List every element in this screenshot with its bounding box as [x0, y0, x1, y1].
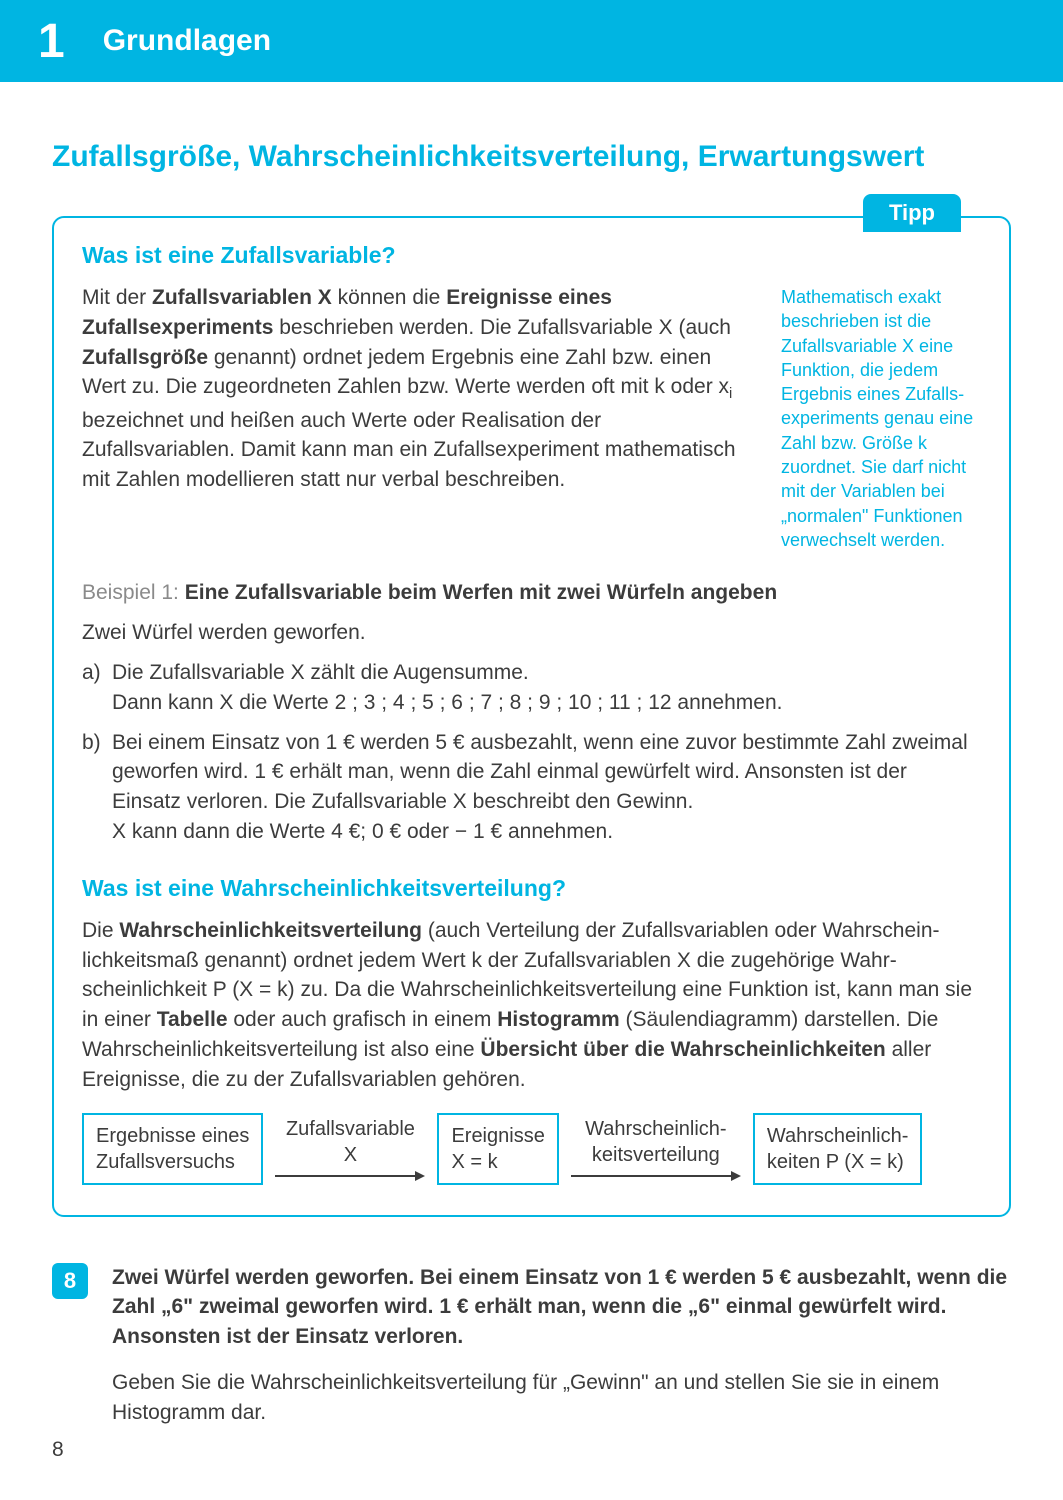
flow-box-1: Ergebnisse eines Zufallsversuchs [82, 1113, 263, 1185]
arrow-icon [275, 1170, 425, 1182]
beispiel-label: Beispiel 1: [82, 581, 185, 604]
arrow-icon [571, 1170, 741, 1182]
content-box: Tipp Was ist eine Zufallsvariable? Mit d… [52, 216, 1011, 1217]
example-b: b) Bei einem Einsatz von 1 € werden 5 € … [82, 728, 981, 847]
flow-label-1: Zufallsvariable X [280, 1116, 420, 1168]
q1-body: Mit der Zufallsvariablen X können die Er… [82, 283, 759, 552]
exercise-number: 8 [52, 1263, 88, 1299]
exercise-body: Zwei Würfel werden geworfen. Bei einem E… [112, 1263, 1011, 1428]
flow-step-1: Zufallsvariable X [275, 1116, 425, 1182]
chapter-number: 1 [38, 14, 65, 69]
header-bar: 1 Grundlagen [0, 0, 1063, 82]
marker-a: a) [82, 658, 104, 718]
flow-box-2: Ereignisse X = k [437, 1113, 558, 1185]
flow-diagram: Ergebnisse eines Zufallsversuchs Zufalls… [82, 1113, 981, 1185]
flow-label-2: Wahrscheinlich- keitsverteilung [571, 1116, 741, 1168]
question-1-heading: Was ist eine Zufallsvariable? [82, 242, 981, 269]
page-body: Zufallsgröße, Wahrscheinlichkeitsverteil… [0, 82, 1063, 1428]
flow-box-3: Wahrscheinlich- keiten P (X = k) [753, 1113, 923, 1185]
exercise-statement: Zwei Würfel werden geworfen. Bei einem E… [112, 1263, 1011, 1352]
tipp-side-note: Mathematisch exakt beschrieben ist die Z… [781, 283, 981, 552]
exercise-8: 8 Zwei Würfel werden geworfen. Bei einem… [52, 1263, 1011, 1428]
example-a-text: Die Zufallsvariable X zählt die Augensum… [112, 658, 782, 718]
q2-body: Die Wahrscheinlichkeitsverteilung (auch … [82, 916, 981, 1095]
flow-step-2: Wahrscheinlich- keitsverteilung [571, 1116, 741, 1182]
beispiel-title: Eine Zufallsvariable beim Werfen mit zwe… [185, 581, 777, 604]
example-a: a) Die Zufallsvariable X zählt die Augen… [82, 658, 981, 718]
section-title: Zufallsgröße, Wahrscheinlichkeitsverteil… [52, 140, 1011, 174]
example-b-text: Bei einem Einsatz von 1 € werden 5 € aus… [112, 728, 981, 847]
beispiel-heading: Beispiel 1: Eine Zufallsvariable beim We… [82, 578, 981, 608]
page-number: 8 [52, 1438, 64, 1462]
tipp-tab: Tipp [863, 194, 961, 232]
example-intro: Zwei Würfel werden geworfen. [82, 618, 981, 648]
question-2-heading: Was ist eine Wahrscheinlichkeitsverteilu… [82, 875, 981, 902]
chapter-title: Grundlagen [103, 24, 271, 58]
exercise-task: Geben Sie die Wahrscheinlichkeitsverteil… [112, 1368, 1011, 1428]
two-column-row: Mit der Zufallsvariablen X können die Er… [82, 283, 981, 552]
marker-b: b) [82, 728, 104, 847]
